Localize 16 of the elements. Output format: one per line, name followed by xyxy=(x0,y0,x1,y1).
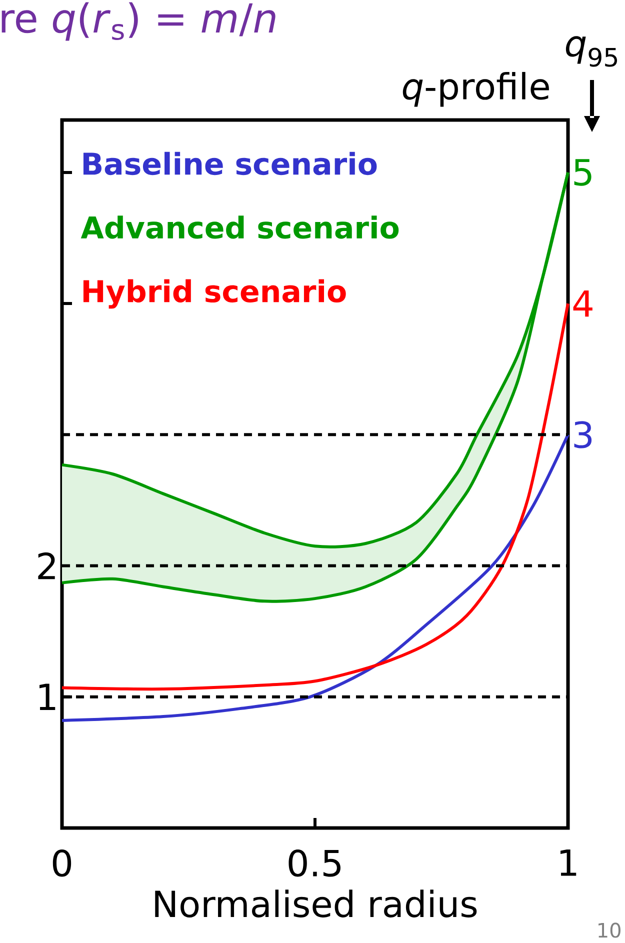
line-series xyxy=(60,433,570,722)
data-label: 3 xyxy=(574,421,592,448)
x-tick-label: 0 xyxy=(52,850,72,877)
x-tick-label: 0.5 xyxy=(288,850,340,877)
y-tick-label: 2 xyxy=(38,552,55,580)
text: Hybrid scenario xyxy=(83,279,346,309)
x-axis-title: Normalised radius xyxy=(155,890,477,918)
x-tick-label: 1 xyxy=(560,850,576,876)
text: 10 xyxy=(598,922,620,938)
text: q$_{95}$ xyxy=(566,36,618,67)
text: Advanced scenario xyxy=(80,216,399,239)
data-label: 5 xyxy=(574,159,592,186)
data-label: 4 xyxy=(573,290,592,317)
chart-title: re q(r$_{s}$) = m/n xyxy=(2,2,276,41)
text: Baseline scenario xyxy=(83,152,377,176)
text: q-profile xyxy=(402,72,549,107)
